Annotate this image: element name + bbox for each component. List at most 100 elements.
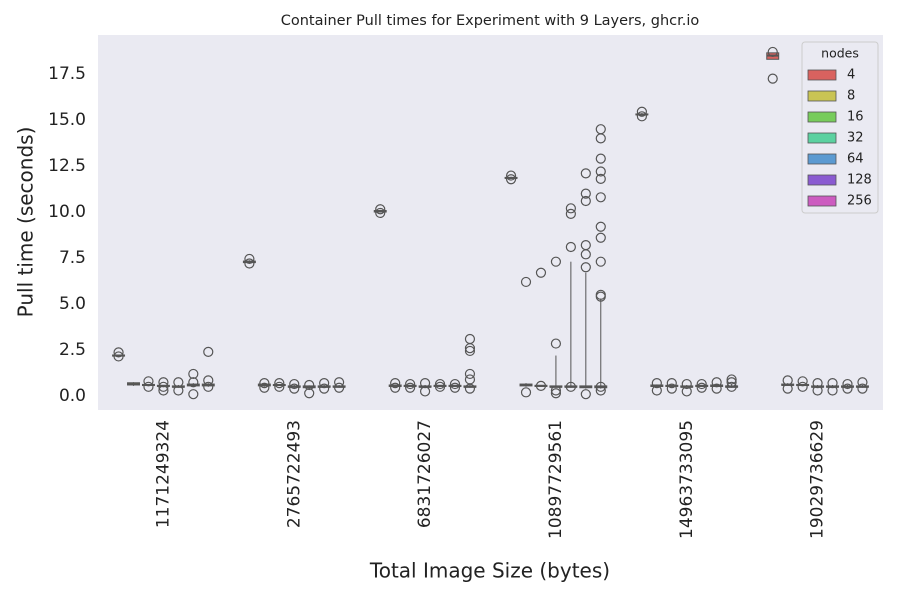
legend-label: 256 (847, 194, 872, 209)
outlier (535, 380, 547, 391)
outlier (419, 386, 431, 397)
outlier (434, 381, 446, 392)
chart-title: Container Pull times for Experiment with… (281, 13, 700, 29)
legend-swatch (807, 69, 837, 81)
legend-title: nodes (821, 46, 859, 61)
outlier (464, 343, 476, 354)
outlier (203, 346, 214, 357)
outlier (565, 381, 576, 392)
outlier (550, 256, 562, 267)
legend-swatch (807, 111, 837, 123)
outlier (595, 221, 606, 232)
outlier (375, 204, 386, 215)
outlier (334, 377, 345, 388)
outlier (390, 378, 401, 389)
outlier (726, 374, 737, 385)
outlier (666, 383, 677, 394)
outlier (595, 173, 606, 184)
x-axis-label: Total Image Size (bytes) (369, 559, 610, 583)
outlier (274, 381, 285, 392)
plot-area (98, 35, 883, 410)
y-tick-label: 10.0 (48, 202, 86, 222)
outlier (726, 377, 737, 388)
outlier (681, 386, 692, 397)
y-tick-label: 17.5 (48, 64, 86, 84)
outlier (580, 195, 591, 207)
outlier (289, 383, 300, 394)
outlier (505, 174, 517, 185)
outlier (580, 188, 591, 199)
outlier (203, 375, 214, 386)
legend-label: 64 (847, 152, 864, 167)
outlier (595, 133, 606, 144)
outlier (857, 377, 868, 388)
y-axis-label: Pull time (seconds) (14, 127, 38, 318)
y-tick-label: 15.0 (48, 110, 86, 130)
outlier (259, 382, 270, 393)
outlier (550, 385, 562, 396)
outlier (334, 382, 345, 393)
y-tick-label: 12.5 (48, 156, 86, 176)
outlier (550, 388, 562, 399)
outlier (595, 192, 606, 203)
legend: nodes 4 8 16 32 64 128 256 (801, 41, 879, 214)
outlier (726, 381, 737, 392)
outlier (651, 378, 662, 389)
legend-swatch (807, 90, 837, 102)
legend-label: 32 (847, 131, 864, 146)
outlier (767, 46, 778, 58)
legend-swatch (807, 195, 837, 207)
outlier (595, 385, 606, 396)
outlier (696, 382, 707, 393)
outlier (580, 262, 591, 273)
outlier (304, 388, 315, 399)
outlier (711, 383, 722, 394)
outlier (595, 291, 606, 302)
outlier (244, 253, 255, 265)
outlier (595, 153, 606, 164)
outlier (827, 378, 838, 389)
outlier (390, 382, 401, 393)
outlier (173, 377, 184, 388)
outlier (595, 232, 606, 243)
outlier (797, 376, 808, 387)
outlier (595, 256, 606, 267)
outlier (449, 382, 461, 393)
outlier (289, 378, 300, 390)
x-tick-label: 1171249324 (153, 420, 173, 528)
outlier (434, 378, 446, 390)
outlier (113, 351, 124, 362)
outlier (857, 383, 868, 394)
outlier (405, 382, 416, 393)
outlier (565, 241, 576, 253)
x-tick-label: 10897729561 (546, 420, 566, 539)
outlier (711, 377, 722, 388)
outlier (767, 73, 778, 84)
outlier (419, 378, 431, 389)
marks (112, 46, 869, 400)
y-tick-label: 7.5 (59, 248, 86, 268)
outlier (319, 383, 330, 394)
outlier (535, 267, 547, 278)
outlier (173, 385, 184, 396)
outlier (319, 378, 330, 389)
outlier (143, 376, 154, 387)
outlier (188, 368, 199, 380)
outlier (565, 208, 576, 219)
outlier (812, 385, 823, 396)
x-tick-label: 2765722493 (284, 420, 304, 528)
outlier (580, 168, 591, 179)
y-tick-label: 5.0 (59, 294, 86, 314)
outlier (520, 387, 532, 398)
outlier (244, 258, 255, 269)
y-tick-label: 0.0 (59, 386, 86, 406)
outlier (782, 375, 793, 386)
outlier (696, 378, 707, 390)
outlier (464, 383, 476, 394)
legend-frame (801, 41, 879, 214)
outlier (812, 378, 823, 389)
outlier (651, 385, 662, 396)
outlier (797, 381, 808, 392)
outlier (636, 106, 647, 117)
x-tick-label: 19029736629 (808, 420, 828, 539)
